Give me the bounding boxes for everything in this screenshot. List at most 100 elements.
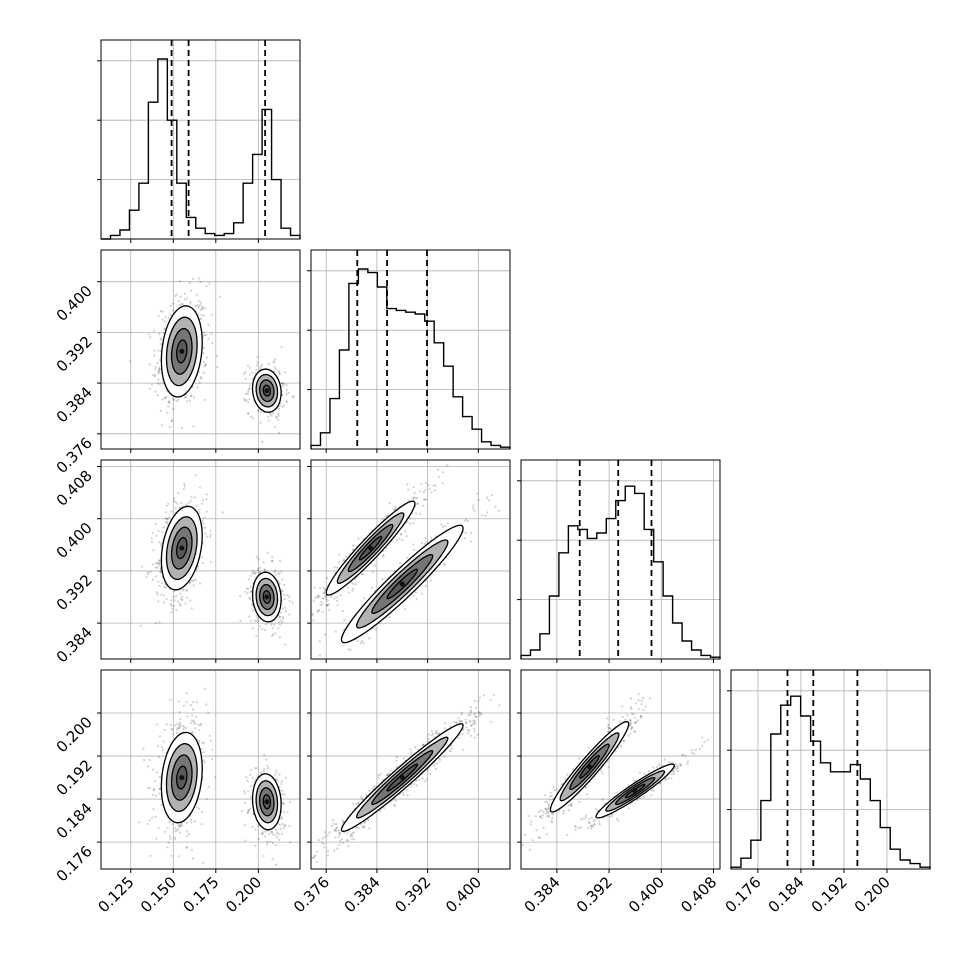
sample-point (422, 743, 425, 746)
sample-point (273, 570, 276, 574)
sample-point (174, 837, 177, 841)
sample-point (186, 834, 189, 837)
sample-point (281, 590, 284, 593)
sample-point (246, 392, 249, 395)
sample-point (280, 589, 283, 592)
sample-point (158, 559, 161, 562)
sample-point (497, 509, 500, 512)
sample-point (271, 858, 274, 861)
sample-point (315, 860, 319, 863)
sample-point (161, 398, 164, 401)
sample-point (175, 731, 179, 734)
sample-point (437, 732, 440, 735)
sample-point (414, 497, 417, 500)
sample-point (176, 502, 179, 505)
sample-point (321, 603, 324, 606)
y-tick-label: 0.200 (53, 713, 96, 756)
sample-point (317, 610, 320, 613)
sample-point (183, 298, 186, 301)
sample-point (290, 869, 292, 871)
sample-point (275, 772, 278, 775)
sample-point (261, 628, 264, 631)
sample-point (484, 514, 487, 517)
sample-point (204, 363, 207, 367)
sample-point (318, 654, 321, 657)
sample-point (367, 637, 371, 640)
sample-point (278, 773, 281, 776)
sample-point (160, 804, 163, 807)
sample-point (322, 596, 325, 600)
sample-point (169, 837, 172, 840)
sample-point (185, 726, 188, 730)
sample-point (412, 485, 415, 489)
sample-point (142, 758, 146, 762)
sample-point (418, 489, 422, 493)
x-tick-label: 0.376 (290, 873, 333, 916)
sample-point (284, 610, 287, 613)
sample-point (160, 593, 163, 596)
sample-point (256, 620, 259, 623)
sample-point (178, 724, 181, 727)
sample-point (322, 597, 325, 600)
sample-point (319, 603, 322, 607)
sample-point (182, 588, 185, 591)
sample-point (177, 398, 180, 402)
sample-point (179, 592, 182, 595)
sample-point (363, 821, 366, 824)
sample-point (416, 748, 420, 751)
sample-point (163, 397, 167, 400)
sample-point (512, 849, 514, 851)
sample-point (194, 474, 197, 477)
sample-point (253, 619, 257, 623)
axes-frame (520, 459, 721, 660)
sample-point (473, 713, 476, 716)
sample-point (464, 721, 467, 724)
sample-point (280, 780, 283, 783)
sample-point (159, 337, 162, 340)
sample-point (412, 496, 415, 499)
sample-point (441, 482, 444, 485)
sample-point (465, 518, 468, 521)
sample-point (157, 600, 160, 603)
sample-point (285, 399, 288, 402)
sample-point (277, 370, 280, 373)
sample-point (471, 719, 475, 722)
sample-point (279, 611, 283, 614)
sample-point (413, 783, 416, 786)
sample-point (158, 775, 161, 779)
sample-point (338, 832, 341, 835)
sample-point (198, 277, 201, 280)
sample-point (457, 717, 460, 720)
sample-point (311, 857, 314, 860)
sample-point (311, 614, 315, 617)
sample-point (205, 333, 208, 337)
sample-point (283, 382, 286, 386)
sample-point (140, 565, 144, 568)
sample-point (175, 293, 178, 296)
sample-point (166, 520, 169, 523)
sample-point (138, 821, 141, 824)
sample-point (351, 835, 354, 838)
sample-point (412, 594, 415, 597)
sample-point (281, 632, 283, 634)
sample-point (210, 313, 213, 316)
sample-point (409, 517, 412, 520)
sample-point (168, 402, 171, 405)
sample-point (188, 581, 192, 584)
sample-point (324, 633, 327, 636)
sample-point (398, 537, 401, 540)
sample-point (129, 360, 132, 363)
sample-point (249, 768, 252, 771)
sample-point (171, 419, 174, 422)
sample-point (280, 782, 283, 785)
histogram-panel: 0.176 0.184 0.192 0.200 (722, 669, 931, 916)
sample-point (328, 609, 331, 612)
sample-point (172, 397, 175, 400)
sample-point (198, 511, 201, 514)
sample-point (245, 399, 248, 402)
sample-point (640, 703, 643, 706)
sample-point (349, 833, 352, 836)
sample-point (281, 832, 284, 836)
sample-point (607, 726, 610, 729)
sample-point (264, 906, 266, 908)
